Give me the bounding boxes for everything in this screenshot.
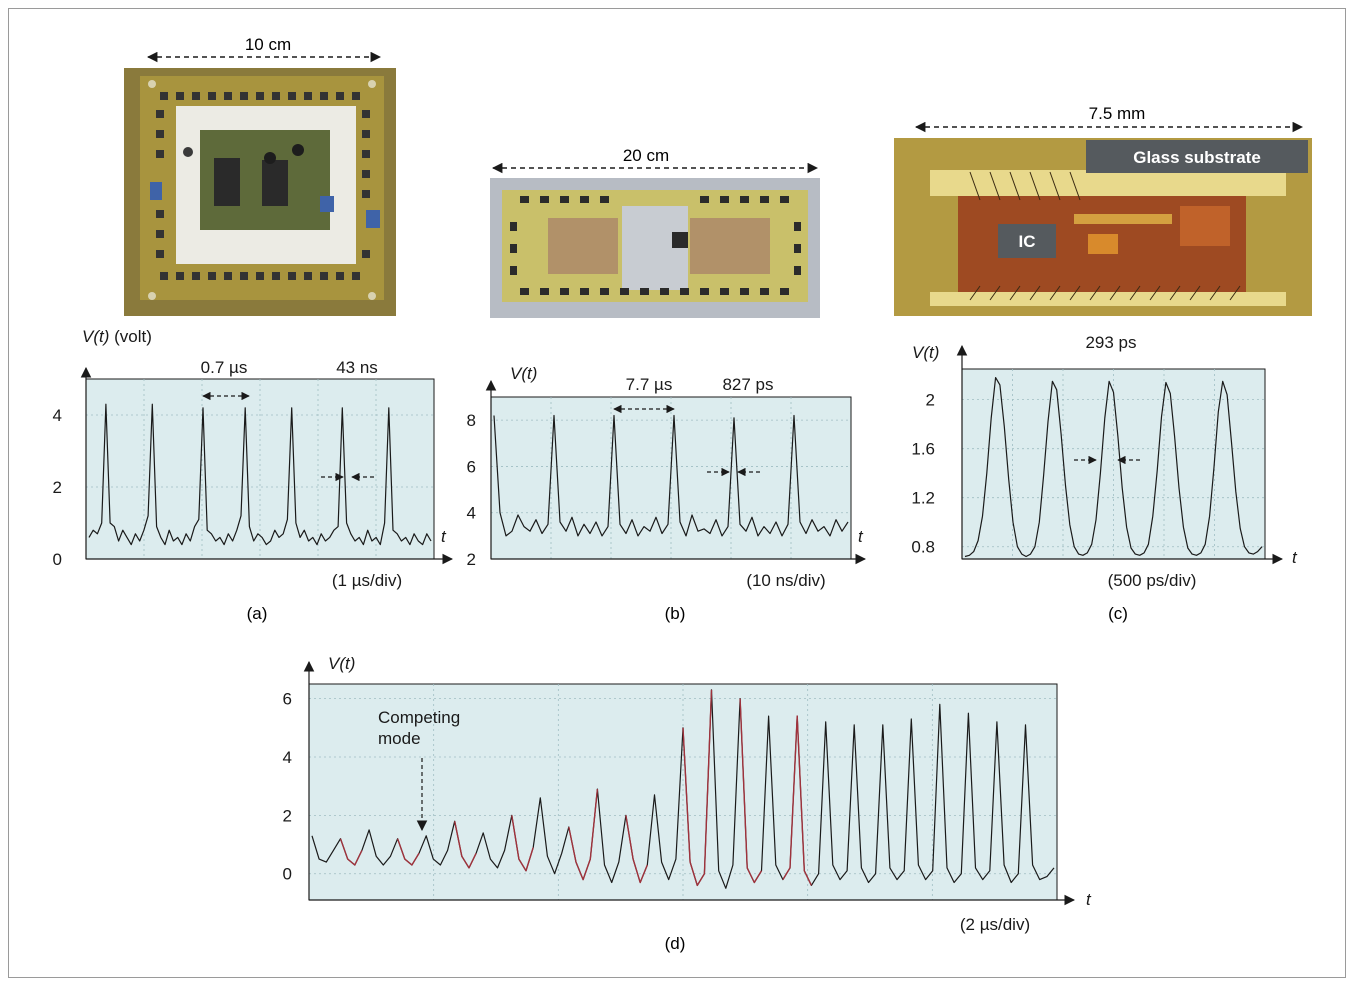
dimension-arrow-c: 7.5 mm bbox=[914, 104, 1304, 133]
time-scale-label: (2 µs/div) bbox=[960, 915, 1030, 934]
x-axis-label: t bbox=[441, 527, 447, 546]
chart-d: 0 2 4 6 V(t) t (2 µs/div) Competing mode bbox=[283, 654, 1092, 934]
dimension-label-a: 10 cm bbox=[245, 35, 291, 54]
competing-mode-segment bbox=[396, 838, 420, 866]
y-axis-label: V(t) bbox=[912, 343, 939, 362]
y-tick-label: 6 bbox=[283, 690, 292, 709]
y-axis-label: V(t) bbox=[328, 654, 355, 673]
panel-label-a: (a) bbox=[247, 604, 268, 623]
dimension-arrow-a: 10 cm bbox=[146, 35, 382, 63]
competing-mode-segment bbox=[625, 815, 648, 884]
series-line bbox=[88, 403, 432, 546]
chart-a: 0 2 4 V(t) (volt) t (1 µs/div) 0.7 µs 43 ns bbox=[53, 327, 454, 590]
pulse-width-annotation: 43 ns bbox=[336, 358, 378, 377]
ic-label: IC bbox=[1019, 232, 1036, 251]
y-tick-label: 4 bbox=[53, 406, 62, 425]
panel-label-d: (d) bbox=[665, 934, 686, 953]
dimension-arrow-b: 20 cm bbox=[491, 146, 819, 174]
competing-mode-label: Competing bbox=[378, 708, 460, 727]
x-axis-label: t bbox=[858, 527, 864, 546]
pulse-width-annotation: 827 ps bbox=[722, 375, 773, 394]
photo-a-circuit-board bbox=[124, 68, 396, 316]
y-tick-label: 0 bbox=[53, 550, 62, 569]
time-scale-label: (500 ps/div) bbox=[1108, 571, 1197, 590]
y-tick-label: 2 bbox=[283, 806, 292, 825]
y-tick-label: 0.8 bbox=[911, 538, 935, 557]
photo-b-circuit-board bbox=[490, 178, 820, 318]
dimension-label-b: 20 cm bbox=[623, 146, 669, 165]
dimension-label-c: 7.5 mm bbox=[1089, 104, 1146, 123]
competing-mode-label: mode bbox=[378, 729, 421, 748]
pulse-width-annotation: 293 ps bbox=[1085, 333, 1136, 352]
x-axis-label: t bbox=[1292, 548, 1298, 567]
time-scale-label: (1 µs/div) bbox=[332, 571, 402, 590]
time-scale-label: (10 ns/div) bbox=[746, 571, 825, 590]
photo-c-chip: Glass substrate IC bbox=[894, 138, 1312, 316]
competing-mode-segment bbox=[454, 821, 477, 869]
y-tick-label: 8 bbox=[467, 411, 476, 430]
period-annotation: 7.7 µs bbox=[626, 375, 673, 394]
y-axis-label: V(t) (volt) bbox=[82, 327, 152, 346]
competing-mode-segment bbox=[339, 838, 363, 866]
y-axis-label: V(t) bbox=[510, 364, 537, 383]
y-tick-label: 1.6 bbox=[911, 440, 935, 459]
y-tick-label: 6 bbox=[467, 457, 476, 476]
competing-mode-segment bbox=[511, 815, 534, 872]
y-tick-label: 4 bbox=[467, 504, 476, 523]
ic-label-box bbox=[998, 224, 1056, 258]
glass-substrate-label: Glass substrate bbox=[1133, 148, 1261, 167]
series-line bbox=[964, 377, 1263, 558]
competing-mode-segment bbox=[739, 698, 763, 884]
x-axis-label: t bbox=[1086, 890, 1092, 909]
chart-c: 0.8 1.2 1.6 2 V(t) t (500 ps/div) 293 ps bbox=[911, 333, 1298, 590]
period-annotation: 0.7 µs bbox=[201, 358, 248, 377]
competing-mode-segment bbox=[682, 689, 713, 887]
competing-mode-segment bbox=[568, 789, 599, 881]
panel-label-b: (b) bbox=[665, 604, 686, 623]
glass-substrate-label-box bbox=[1086, 140, 1308, 173]
panel-label-c: (c) bbox=[1108, 604, 1128, 623]
y-tick-label: 0 bbox=[283, 865, 292, 884]
competing-mode-segment bbox=[782, 715, 813, 886]
series-line bbox=[493, 414, 849, 537]
chart-b: 2 4 6 8 V(t) t (10 ns/div) 7.7 µs 827 ps bbox=[467, 364, 867, 590]
y-tick-label: 2 bbox=[926, 391, 935, 410]
y-tick-label: 4 bbox=[283, 748, 292, 767]
y-tick-label: 2 bbox=[467, 550, 476, 569]
y-tick-label: 1.2 bbox=[911, 489, 935, 508]
y-tick-label: 2 bbox=[53, 478, 62, 497]
